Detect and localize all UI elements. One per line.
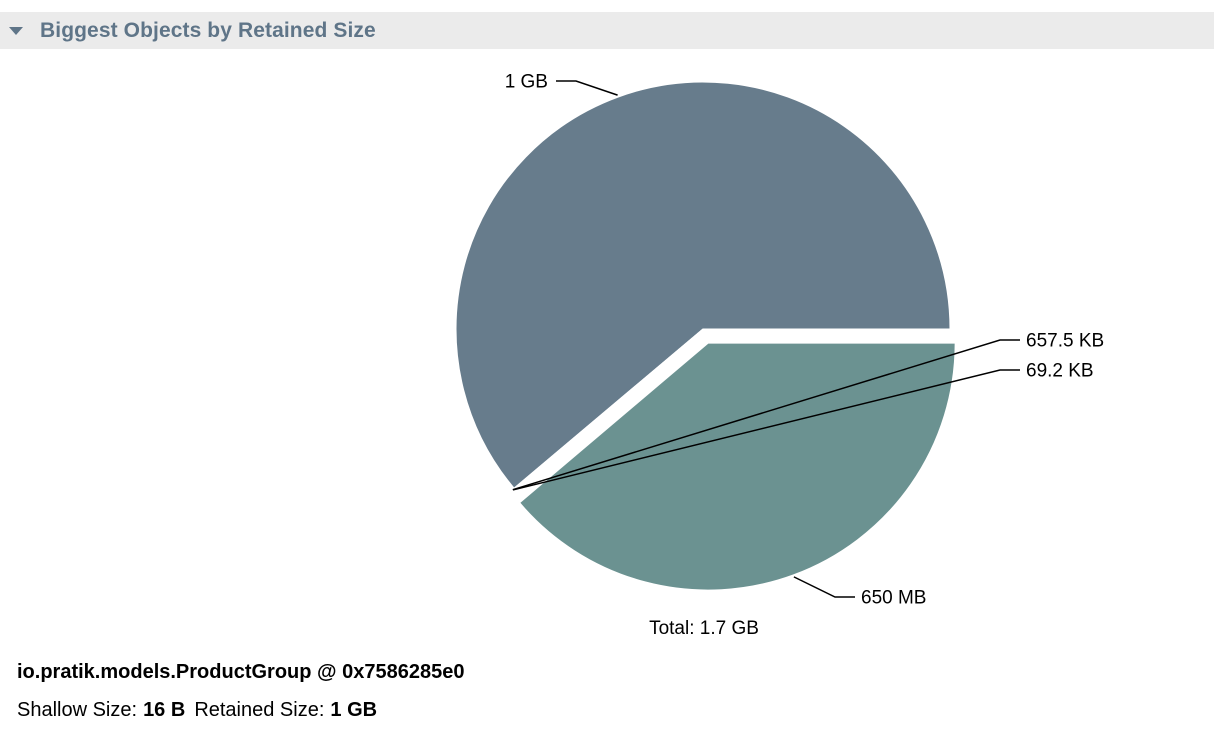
size-row: Shallow Size: 16 B Retained Size: 1 GB [17, 694, 464, 726]
leader-line [512, 369, 1020, 491]
pie-slice[interactable] [519, 342, 956, 591]
shallow-size-label: Shallow Size: [17, 699, 138, 721]
total-label: Total: 1.7 GB [649, 618, 759, 639]
leader-line [793, 576, 855, 598]
leader-line [512, 339, 1020, 491]
object-info: io.pratik.models.ProductGroup @ 0x758628… [17, 656, 464, 726]
section-title: Biggest Objects by Retained Size [40, 18, 376, 42]
triangle-down-icon[interactable] [9, 24, 23, 38]
pie-slice[interactable] [455, 81, 951, 489]
leader-line [556, 80, 618, 96]
slice-label: 657.5 KB [1026, 331, 1104, 352]
object-name[interactable]: io.pratik.models.ProductGroup @ 0x758628… [17, 661, 465, 683]
section-header[interactable]: Biggest Objects by Retained Size [0, 12, 1214, 49]
slice-label: 1 GB [505, 72, 548, 93]
shallow-size-value: 16 B [143, 699, 186, 721]
retained-size-label: Retained Size: [194, 699, 325, 721]
retained-size-pie-chart: 1 GB 657.5 KB 69.2 KB 650 MB Total: 1.7 GB [455, 72, 1104, 639]
retained-size-value: 1 GB [330, 699, 378, 721]
slice-label: 69.2 KB [1026, 361, 1094, 382]
slice-label: 650 MB [861, 588, 926, 609]
